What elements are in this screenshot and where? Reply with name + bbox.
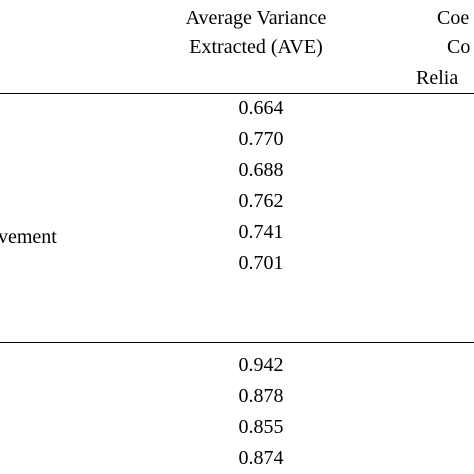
header-cell: Average Variance (185, 7, 327, 29)
ave-value: 0.688 (238, 159, 284, 181)
rule (0, 342, 474, 343)
ave-value: 0.874 (238, 447, 284, 469)
ave-value: 0.942 (238, 354, 284, 376)
rule (0, 93, 474, 94)
header-cell: Coe (437, 7, 470, 29)
ave-value: 0.701 (238, 252, 284, 274)
ave-value: 0.664 (238, 97, 284, 119)
ave-value: 0.741 (238, 221, 284, 243)
ave-value: 0.878 (238, 385, 284, 407)
ave-value: 0.855 (238, 416, 284, 438)
header-cell: Extracted (AVE) (189, 36, 323, 58)
ave-value: 0.762 (238, 190, 284, 212)
ave-value: 0.770 (238, 128, 284, 150)
header-cell: Co (447, 36, 471, 58)
header-cell: Relia (416, 67, 459, 89)
row-label: vement (0, 226, 57, 248)
